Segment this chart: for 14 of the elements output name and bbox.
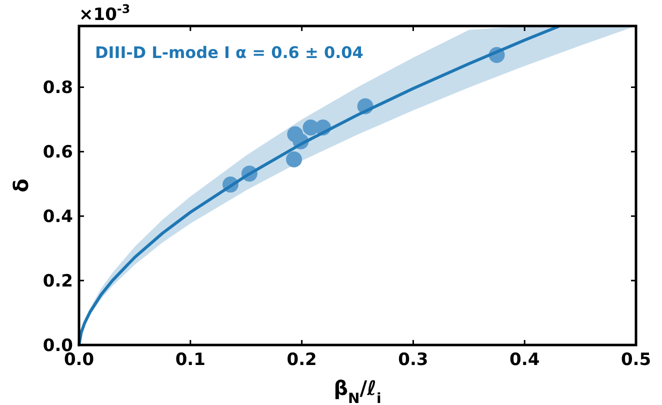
- text: ×10$^{-3}$: [79, 2, 130, 25]
- x-tick-label: 0.2: [286, 350, 317, 370]
- y-axis-title: δ: [9, 178, 33, 192]
- x-tick-label: 0.4: [510, 350, 540, 370]
- y-tick-label: 0.2: [42, 272, 73, 292]
- x-axis-title: β$_{N}$/ℓ$_{i}$: [334, 376, 382, 405]
- y-tick-label: 0.8: [42, 78, 73, 98]
- x-tick-label: 0.1: [175, 350, 206, 370]
- point: [286, 151, 302, 168]
- x-tick-label: 0.3: [398, 350, 428, 370]
- text: DIII-D L-mode I α = 0.6 ± 0.04: [95, 43, 364, 62]
- x-tick-label: 0.5: [620, 350, 652, 370]
- y-tick-label: 0.4: [42, 207, 74, 228]
- y-tick-label: 0.6: [42, 142, 73, 163]
